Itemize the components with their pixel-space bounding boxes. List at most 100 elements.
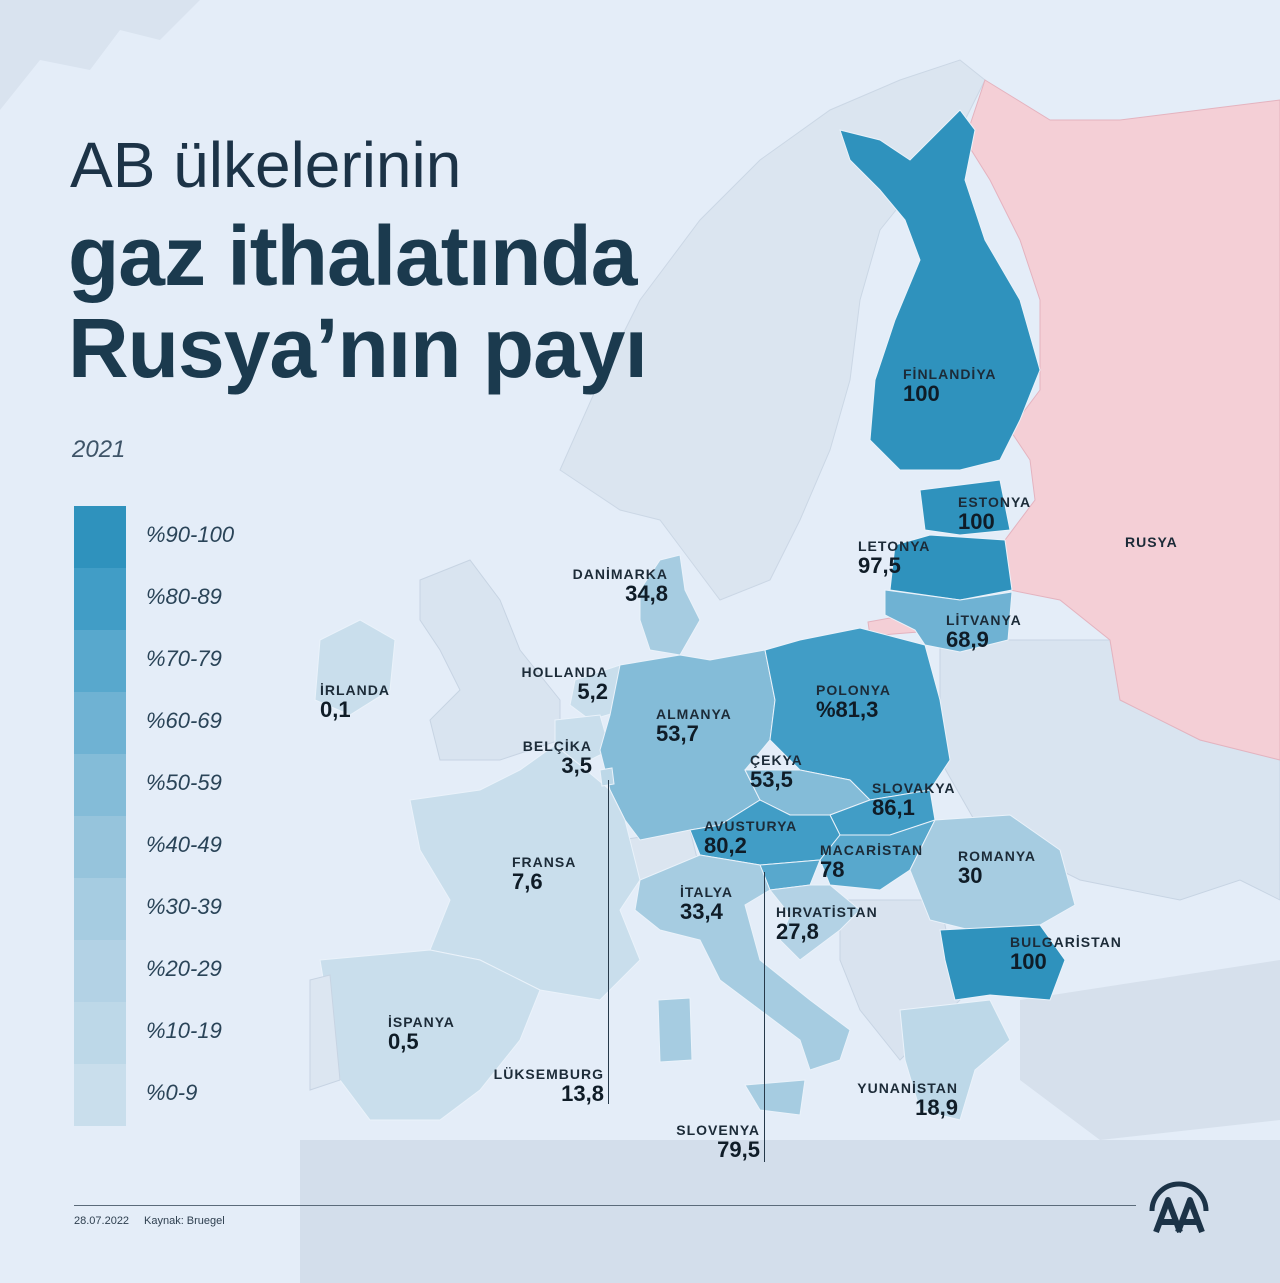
country-name: SLOVAKYA: [872, 780, 956, 796]
label-bulgaristan: BULGARİSTAN 100: [1010, 934, 1122, 974]
country-name: LÜKSEMBURG: [493, 1066, 604, 1082]
country-name: İSPANYA: [388, 1014, 455, 1030]
country-name: SLOVENYA: [676, 1122, 760, 1138]
country-denmark: [639, 554, 701, 656]
country-name: DANİMARKA: [572, 566, 668, 582]
country-croatia: [769, 884, 861, 961]
country-name: LİTVANYA: [946, 612, 1022, 628]
country-name: BELÇİKA: [522, 738, 592, 754]
country-value: 3,5: [561, 753, 592, 778]
land-north-africa: [300, 1140, 1280, 1283]
legend-swatch: [74, 878, 126, 940]
leader-line-slovenya: [764, 872, 765, 1162]
country-value: 27,8: [776, 919, 819, 944]
title-line-1: AB ülkelerinin: [70, 129, 462, 201]
country-value: 79,5: [717, 1137, 760, 1162]
country-value: 100: [958, 509, 995, 534]
label-hollanda: HOLLANDA 5,2: [508, 664, 608, 704]
label-polonya: POLONYA %81,3: [816, 682, 891, 722]
country-value: 18,9: [915, 1095, 958, 1120]
country-name: MACARİSTAN: [820, 842, 924, 858]
land-uk: [419, 559, 561, 761]
legend-swatch: [74, 1002, 126, 1064]
label-italya: İTALYA 33,4: [680, 884, 733, 924]
country-name: LETONYA: [858, 538, 931, 554]
label-litvanya: LİTVANYA 68,9: [946, 612, 1022, 652]
legend-swatch: [74, 940, 126, 1002]
country-france: [409, 744, 641, 1001]
legend-label: %90-100: [146, 522, 235, 547]
legend-swatch: [74, 754, 126, 816]
legend-swatch: [74, 568, 126, 630]
country-ireland: [314, 619, 396, 716]
country-name: ROMANYA: [958, 848, 1037, 864]
country-luxembourg: [599, 767, 615, 787]
country-name: ESTONYA: [958, 494, 1032, 510]
legend-item: %10-19: [74, 1002, 274, 1064]
label-estonya: ESTONYA 100: [958, 494, 1031, 534]
legend-swatch: [74, 692, 126, 754]
country-italy: [634, 854, 851, 1071]
legend-swatch: [74, 816, 126, 878]
country-italy-sardinia: [657, 997, 693, 1063]
title-line-2: gaz ithalatında: [68, 209, 637, 303]
legend-label: %80-89: [146, 584, 222, 609]
label-irlanda: İRLANDA 0,1: [320, 682, 390, 722]
footer-source: Kaynak: Bruegel: [144, 1215, 225, 1227]
label-romanya: ROMANYA 30: [958, 848, 1036, 888]
country-name: ALMANYA: [656, 706, 732, 722]
legend-label: %30-39: [146, 894, 222, 919]
country-value: 53,7: [656, 721, 699, 746]
legend-item: %0-9: [74, 1064, 274, 1126]
label-belcika: BELÇİKA 3,5: [508, 738, 592, 778]
year-label: 2021: [72, 436, 126, 463]
country-finland: [839, 109, 1041, 471]
country-name: POLONYA: [816, 682, 891, 698]
legend-item: %90-100: [74, 506, 274, 568]
legend-label: %20-29: [146, 956, 222, 981]
country-value: 80,2: [704, 833, 747, 858]
legend-label: %70-79: [146, 646, 222, 671]
country-value: 86,1: [872, 795, 915, 820]
country-name: FRANSA: [512, 854, 577, 870]
leader-line-luksemburg: [608, 780, 609, 1104]
country-name: HOLLANDA: [521, 664, 608, 680]
country-bulgaria: [939, 924, 1066, 1001]
country-value: 7,6: [512, 869, 543, 894]
country-latvia: [889, 534, 1013, 601]
country-value: 5,2: [577, 679, 608, 704]
legend-label: %50-59: [146, 770, 222, 795]
legend-label: %10-19: [146, 1018, 222, 1043]
legend-swatch: [74, 506, 126, 568]
label-danimarka: DANİMARKA 34,8: [560, 566, 668, 606]
label-finlandiya: FİNLANDİYA 100: [903, 366, 997, 406]
country-value: 34,8: [625, 581, 668, 606]
country-name: ÇEKYA: [750, 752, 803, 768]
country-name: FİNLANDİYA: [903, 366, 997, 382]
country-value: 0,5: [388, 1029, 419, 1054]
legend: %90-100 %80-89 %70-79 %60-69 %50-59 %40-…: [74, 506, 274, 1126]
country-value: 97,5: [858, 553, 901, 578]
country-value: 78: [820, 857, 845, 882]
land-greenland-iceland: [0, 0, 200, 110]
country-value: 0,1: [320, 697, 351, 722]
legend-label: %0-9: [146, 1080, 198, 1105]
label-cekya: ÇEKYA 53,5: [750, 752, 803, 792]
legend-label: %60-69: [146, 708, 222, 733]
legend-item: %50-59: [74, 754, 274, 816]
country-lithuania: [884, 589, 1013, 653]
country-value: 13,8: [561, 1081, 604, 1106]
footer-date: 28.07.2022: [74, 1215, 130, 1227]
country-value: 100: [1010, 949, 1047, 974]
label-luksemburg: LÜKSEMBURG 13,8: [480, 1066, 604, 1106]
legend-item: %30-39: [74, 878, 274, 940]
country-value: %81,3: [816, 697, 879, 722]
country-name: AVUSTURYA: [704, 818, 798, 834]
aa-logo-icon: [1149, 1181, 1209, 1234]
country-greece: [899, 999, 1011, 1121]
legend-item: %70-79: [74, 630, 274, 692]
country-belgium: [554, 714, 611, 766]
label-almanya: ALMANYA 53,7: [656, 706, 732, 746]
legend-item: %80-89: [74, 568, 274, 630]
country-name: İTALYA: [680, 884, 733, 900]
